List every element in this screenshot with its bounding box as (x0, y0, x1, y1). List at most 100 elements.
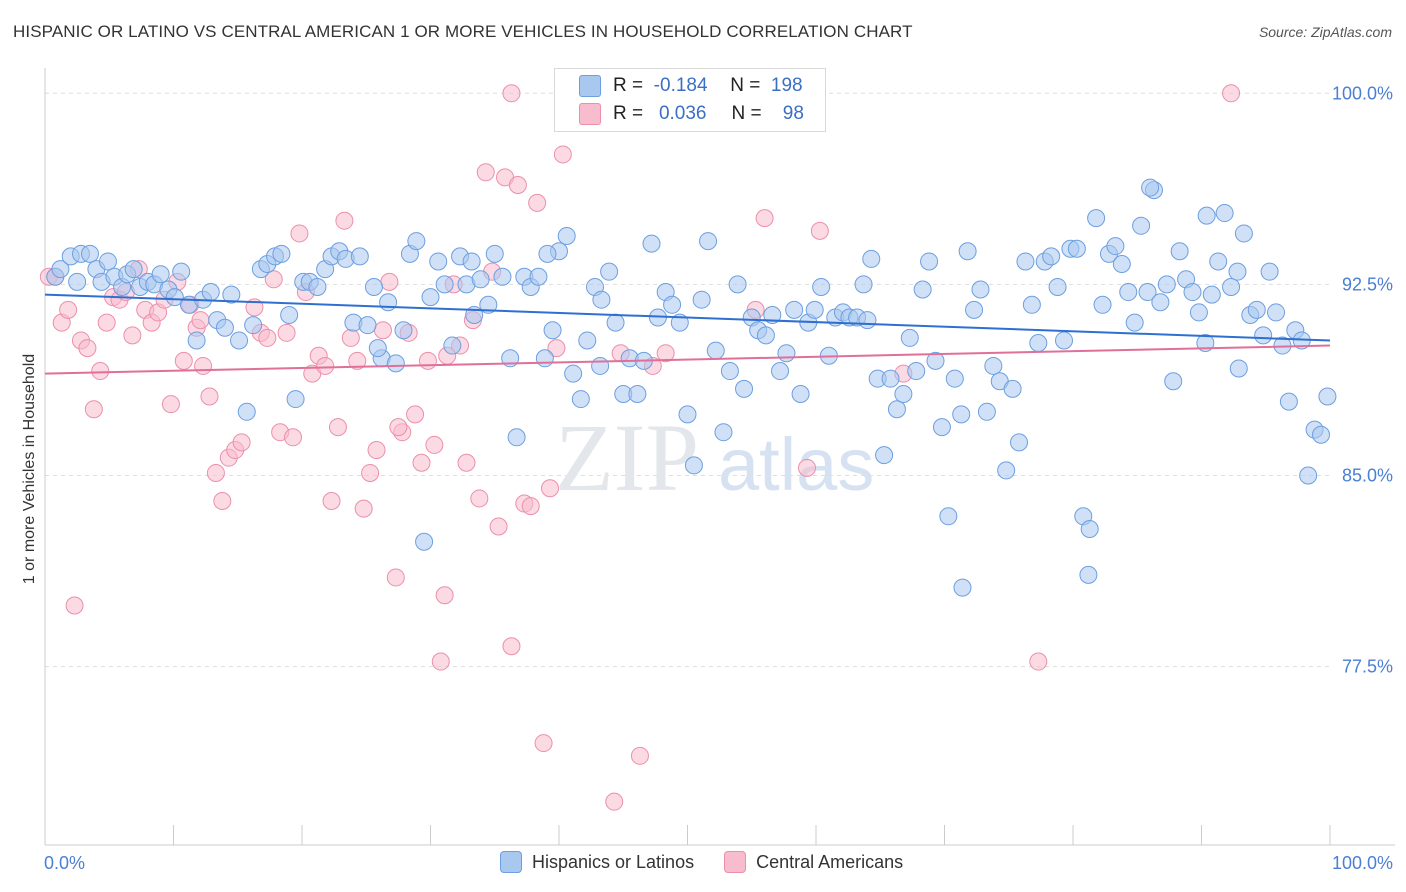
pink-point (380, 272, 399, 291)
blue-point (1055, 331, 1074, 350)
blue-swatch (579, 75, 601, 97)
watermark-zip: ZIP (555, 404, 699, 511)
blue-point (429, 252, 448, 271)
blue-point (1016, 252, 1035, 271)
blue-point (1010, 433, 1029, 452)
blue-point (600, 262, 619, 281)
blue-point (965, 300, 984, 319)
blue-point (1279, 392, 1298, 411)
n-label-2: N = (731, 103, 762, 124)
blue-point (358, 316, 377, 335)
blue-point (971, 280, 990, 299)
pink-point (213, 491, 232, 510)
series-legend: Hispanics or Latinos Central Americans (500, 851, 933, 873)
blue-point (187, 331, 206, 350)
pink-point (389, 418, 408, 437)
pink-point (1029, 652, 1048, 671)
blue-point (543, 321, 562, 340)
blue-point (706, 341, 725, 360)
pink-point (290, 224, 309, 243)
pink-point (200, 387, 219, 406)
blue-point (592, 290, 611, 309)
blue-point (368, 339, 387, 358)
y-tick-label: 100.0% (1332, 83, 1393, 103)
pink-point (264, 270, 283, 289)
blue-point (777, 344, 796, 363)
legend-label-hispanics: Hispanics or Latinos (532, 851, 695, 872)
pink-point (341, 328, 360, 347)
blue-point (350, 247, 369, 266)
blue-point (854, 275, 873, 294)
pink-point (277, 323, 296, 342)
chart-title: HISPANIC OR LATINO VS CENTRAL AMERICAN 1… (13, 22, 913, 41)
r-value-2: 0.036 (658, 103, 707, 124)
pink-point (367, 441, 386, 460)
blue-point (98, 252, 117, 271)
blue-point (900, 328, 919, 347)
blue-point (151, 265, 170, 284)
pink-point (553, 145, 572, 164)
blue-point (201, 283, 220, 302)
pink-point (755, 209, 774, 228)
blue-point (1080, 520, 1099, 539)
blue-point (720, 362, 739, 381)
blue-point (1215, 204, 1234, 223)
pink-point (431, 652, 450, 671)
pink-point (534, 734, 553, 753)
blue-point (894, 384, 913, 403)
blue-point (124, 260, 143, 279)
pink-point (328, 418, 347, 437)
blue-trend-line (44, 293, 1331, 342)
blue-point (692, 290, 711, 309)
pink-point (541, 479, 560, 498)
pink-point (798, 458, 817, 477)
blue-point (407, 232, 426, 251)
blue-point (308, 277, 327, 296)
pink-point (59, 300, 78, 319)
blue-point (663, 295, 682, 314)
blue-point (421, 288, 440, 307)
blue-point (953, 578, 972, 597)
blue-point (244, 316, 263, 335)
blue-point (785, 300, 804, 319)
blue-point (1067, 239, 1086, 258)
blue-point (699, 232, 718, 251)
legend-item-hispanics: Hispanics or Latinos (500, 851, 694, 873)
blue-point (1106, 237, 1125, 256)
blue-point (932, 418, 951, 437)
pink-point (470, 489, 489, 508)
blue-point (684, 456, 703, 475)
pink-point (65, 596, 84, 615)
pink-point (508, 176, 527, 195)
trend-lines (44, 293, 1331, 375)
blue-point (462, 252, 481, 271)
blue-point (1079, 565, 1098, 584)
blue-point (812, 277, 831, 296)
source-label: Source: ZipAtlas.com (1258, 24, 1392, 40)
n-value-2: 98 (782, 103, 804, 124)
blue-point (215, 318, 234, 337)
pink-point (191, 311, 210, 330)
blue-point (1189, 303, 1208, 322)
pink-point (206, 463, 225, 482)
blue-point (379, 293, 398, 312)
blue-point (763, 305, 782, 324)
pink-point (373, 321, 392, 340)
blue-point (984, 356, 1003, 375)
blue-point (564, 364, 583, 383)
pink-point (406, 405, 425, 424)
blue-point (907, 362, 926, 381)
blue-point (529, 267, 548, 286)
blue-point (172, 262, 191, 281)
r-label-1: R = (613, 75, 644, 96)
pink-point (521, 497, 540, 516)
pink-point (502, 84, 521, 103)
blue-point (881, 369, 900, 388)
pink-point (322, 491, 341, 510)
pink-point (547, 339, 566, 358)
blue-point (642, 234, 661, 253)
blue-point (714, 423, 733, 442)
pink-trend-line (44, 344, 1331, 375)
blue-point (1312, 425, 1331, 444)
